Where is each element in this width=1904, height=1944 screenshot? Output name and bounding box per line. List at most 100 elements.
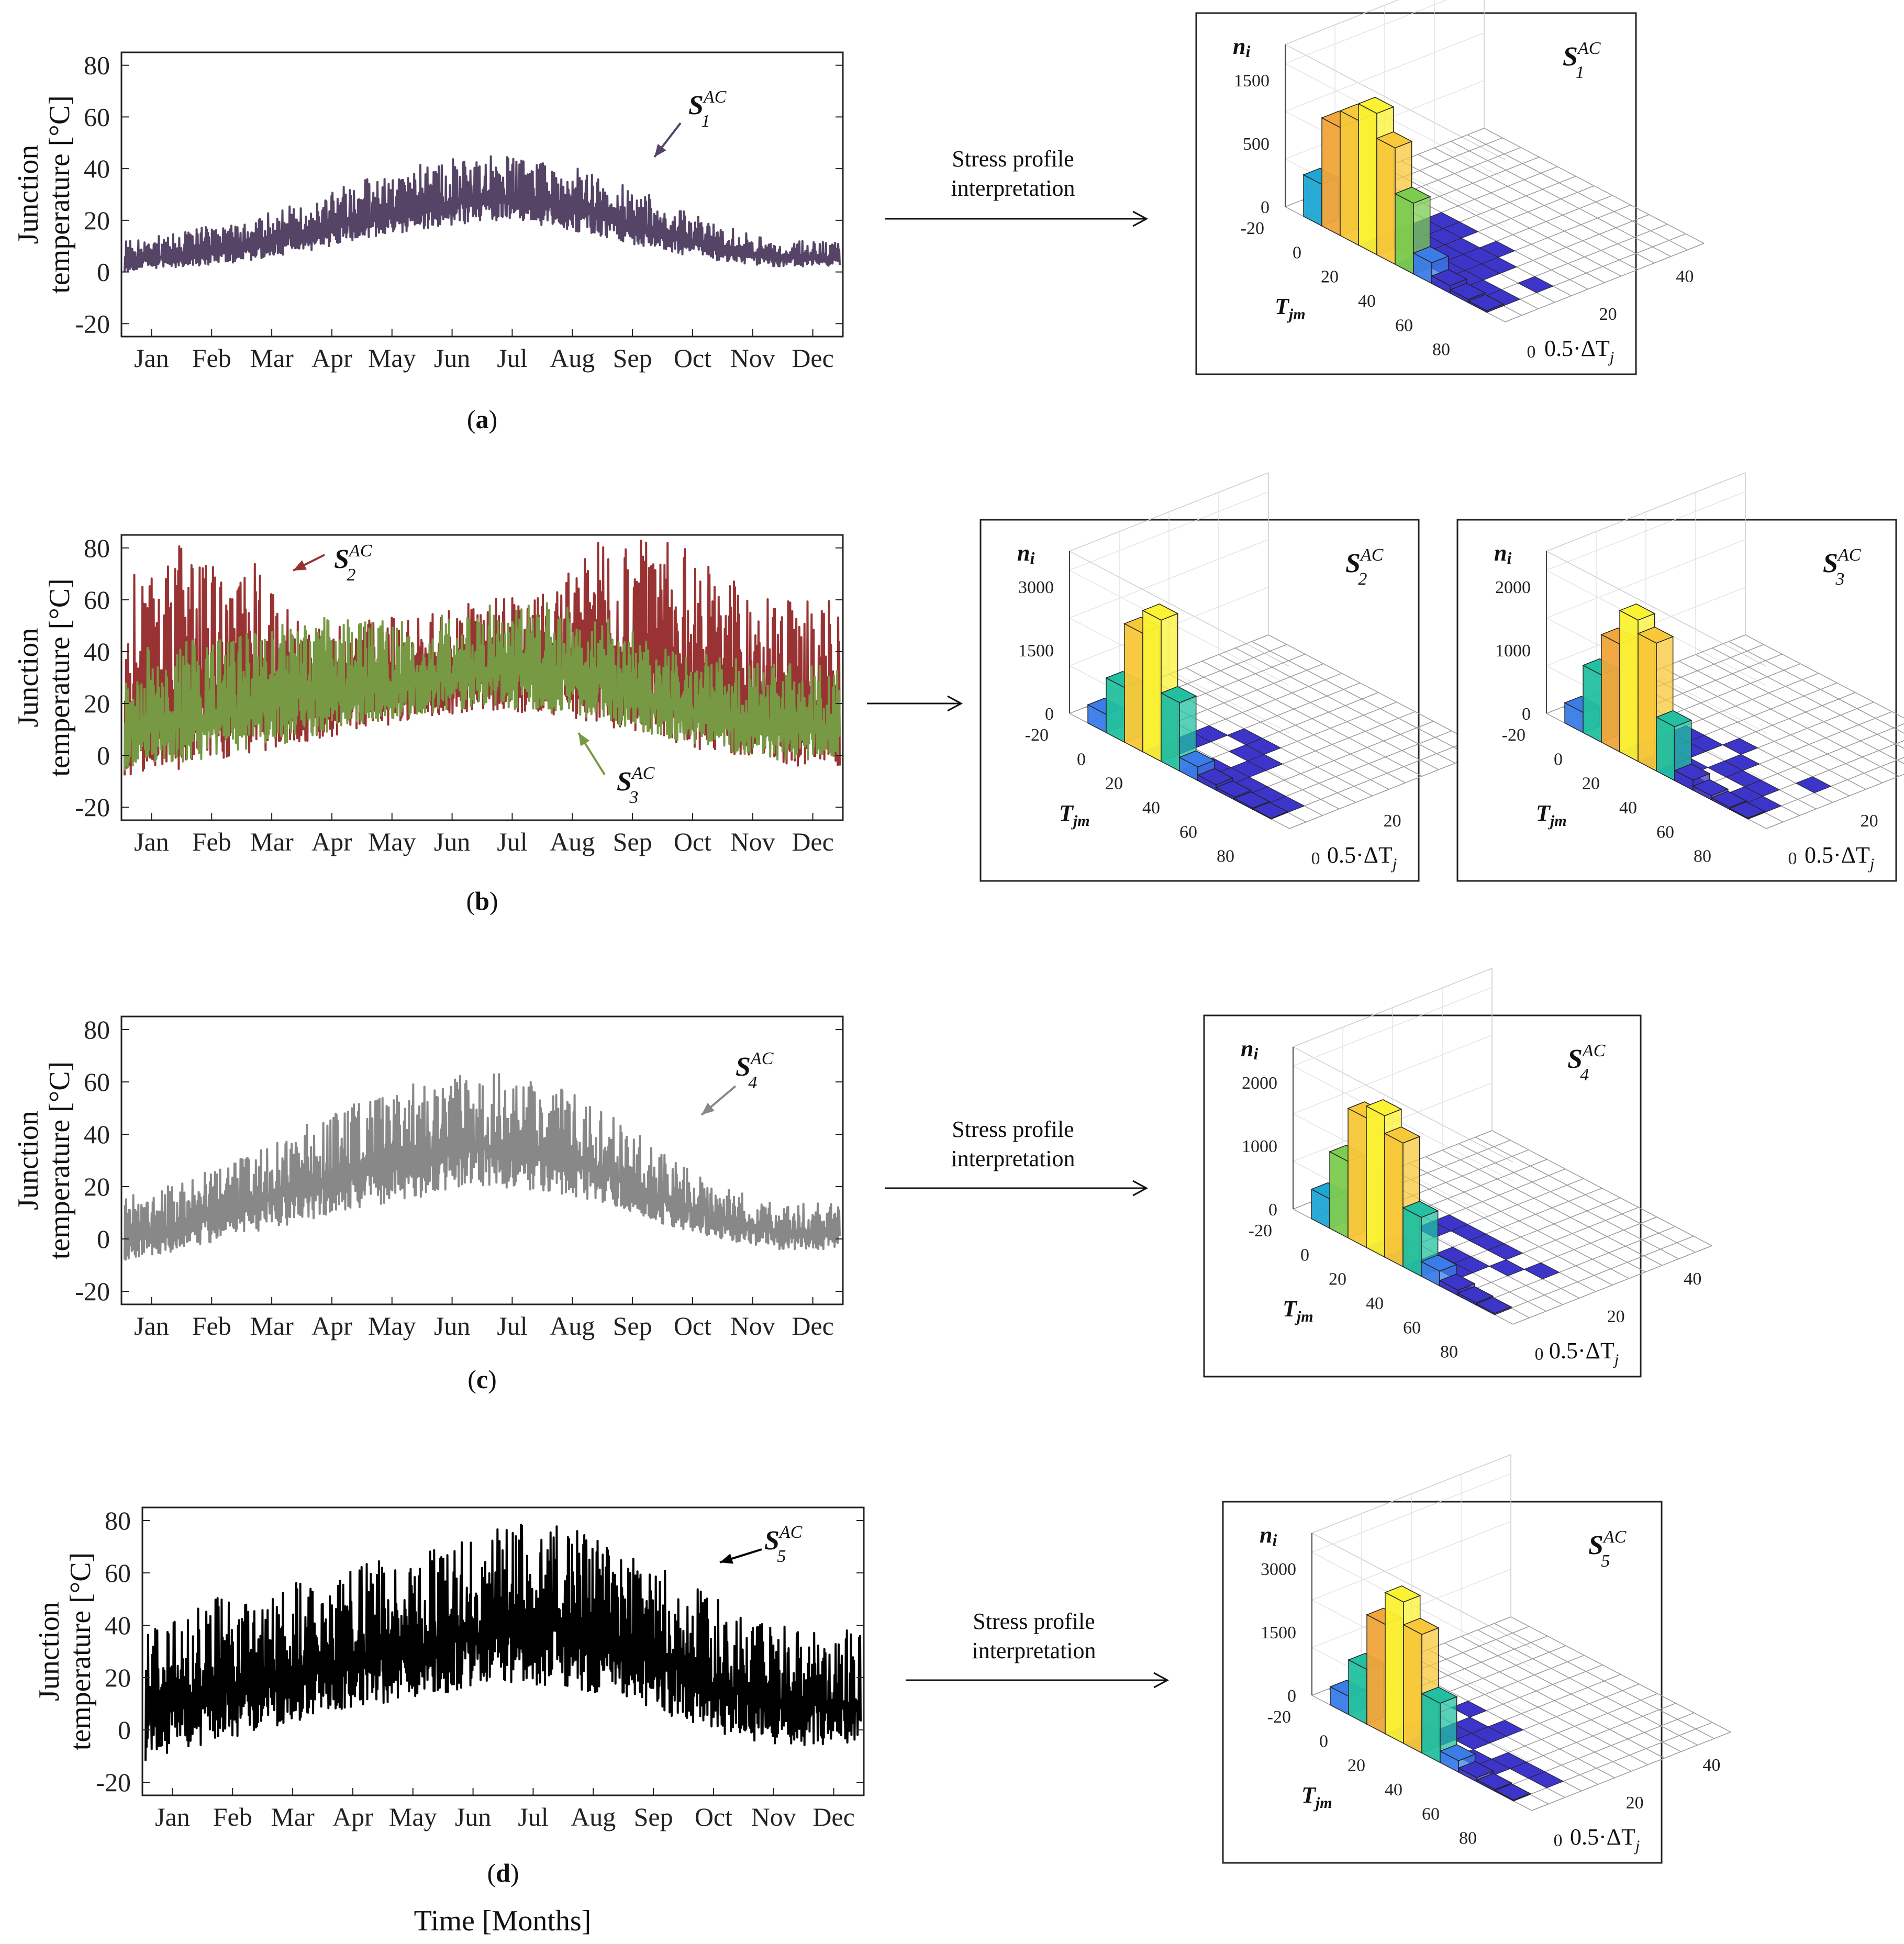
hist-base-grid [1662, 667, 1883, 784]
caption-part: ( [467, 1365, 476, 1394]
x-tick-label: Apr [311, 1311, 352, 1340]
hist-flat-cell [1795, 776, 1832, 794]
hist-y-tick-label: 0 [1788, 849, 1797, 868]
hist-base-grid [1185, 667, 1406, 784]
series-pointer-arrowhead [654, 143, 666, 157]
hist-bar-top [1729, 801, 1766, 819]
hist-x-tick-label: 40 [1619, 798, 1637, 818]
hist-x-main: T [1536, 800, 1551, 826]
hist-bar-top [1637, 627, 1674, 644]
hist-bar-front [1321, 117, 1341, 237]
y-tick-label: 80 [84, 1015, 110, 1044]
y-tick-label: 40 [84, 154, 110, 183]
y-tick-label: 0 [97, 258, 110, 287]
hist-flat-cell [1487, 1719, 1524, 1737]
hist-bar-top [1692, 779, 1729, 797]
hist-bar-top [1402, 1201, 1439, 1218]
series-label-S5AC-text: SAC 5 [764, 1523, 803, 1566]
hist-base-grid [1728, 641, 1904, 734]
hist-base-grid [1235, 647, 1456, 764]
hist-flat-cell [1442, 221, 1479, 239]
hist-x-axis-label: Tjm [1536, 800, 1567, 830]
hist-z-tick-label: 1500 [1234, 71, 1270, 91]
hist-x-tick-label: 0 [1554, 750, 1563, 769]
panel-b-hist-1-series-label-sub: 3 [1835, 569, 1844, 589]
x-tick-label: Jan [155, 1802, 190, 1831]
y-tick-label: 20 [84, 1172, 110, 1201]
hist-bar-top [1412, 246, 1450, 263]
series-label-S2AC-main: S [334, 544, 349, 574]
hist-y-main: 0.5·ΔT [1570, 1824, 1635, 1850]
hist-flat-cell [1517, 276, 1554, 293]
hist-y-sub: j [1868, 855, 1874, 873]
arrow-text-line1: Stress profile [973, 1608, 1095, 1634]
hist-bar-front [1340, 110, 1359, 246]
x-tick-label: May [368, 827, 416, 856]
hist-y-sub: j [1608, 349, 1614, 366]
hist-flat-cell [1451, 1701, 1487, 1718]
hist-x-tick-label: 60 [1403, 1318, 1421, 1337]
x-tick-label: Jan [134, 827, 169, 856]
hist-z-sub: i [1253, 1044, 1258, 1063]
hist-z-axis-label: ni [1241, 1036, 1258, 1063]
y-axis-label-line1: Junction [12, 628, 44, 728]
y-tick-label: 20 [84, 206, 110, 235]
x-tick-label: Jul [497, 1311, 527, 1340]
plot-frame [120, 51, 844, 338]
panel-b-hist-0-series-label-text: SAC 2 [1345, 545, 1384, 589]
x-tick-label: Jun [434, 343, 470, 373]
hist-z-tick-label: 2000 [1495, 578, 1531, 597]
x-tick-label: Apr [332, 1802, 373, 1831]
hist-z-main: n [1494, 540, 1507, 566]
hist-base-grid [1401, 160, 1622, 277]
hist-x-sub: jm [1295, 1308, 1313, 1325]
y-tick-label: -20 [75, 309, 110, 338]
hist-x-tick-label: 0 [1300, 1245, 1309, 1265]
panel-a-hist-0: 1500 500 0 -20 0 20 40 60 80 0 20 40 ni Tjm 0.5·ΔTj [1195, 0, 1705, 375]
panel-d-hist-0-series-label-sup: AC [1602, 1527, 1627, 1547]
hist-y-sub: j [1390, 855, 1397, 873]
x-tick-label: Oct [695, 1802, 732, 1831]
series-label-S3AC-text: SAC 3 [617, 764, 655, 807]
hist-z-sub: i [1507, 549, 1511, 567]
y-tick-label: -20 [96, 1768, 131, 1797]
y-tick-label: -20 [75, 792, 110, 822]
x-tick-label: Mar [250, 1311, 294, 1340]
panel-b-hist-1-series-label-sup: AC [1837, 545, 1861, 565]
hist-bar-front [1403, 1624, 1422, 1754]
y-axis-label-line1: Junction [33, 1602, 65, 1701]
x-tick-label: Dec [792, 827, 834, 856]
hist-base-grid [1392, 1169, 1613, 1286]
series-label-S1AC: SAC 1 [688, 87, 727, 131]
hist-x-tick-label: -20 [1267, 1707, 1291, 1727]
hist-y-tick-label: 20 [1599, 305, 1617, 324]
hist-x-tick-label: 20 [1105, 774, 1123, 794]
x-tick-label: May [368, 343, 416, 373]
hist-base-grid [1477, 1629, 1698, 1746]
hist-bar-top [1357, 97, 1395, 114]
hist-x-tick-label: 0 [1077, 750, 1086, 769]
hist-bar-top [1655, 710, 1693, 728]
hist-x-tick-label: -20 [1241, 219, 1264, 238]
panel-a-hist-0-series-label-text: SAC 1 [1563, 39, 1601, 82]
hist-x-tick-label: -20 [1025, 725, 1049, 745]
hist-bar-front [1329, 1151, 1349, 1239]
panel-b-hist-0-series-label-sup: AC [1360, 545, 1384, 565]
x-tick-label: Feb [192, 343, 231, 373]
hist-bar-top [1252, 801, 1289, 819]
hist-bar-top [1476, 1773, 1513, 1790]
arrow-text-line1: Stress profile [952, 146, 1074, 172]
x-tick-label: Nov [730, 1311, 775, 1340]
x-tick-label: Mar [250, 343, 294, 373]
series-label-S2AC-text: SAC 2 [334, 541, 372, 585]
plot-frame [120, 534, 844, 821]
hist-bar-top [1178, 750, 1216, 768]
hist-bar-front [1106, 677, 1125, 743]
panel-caption: (a) [467, 405, 497, 434]
hist-base-grid [1444, 1643, 1665, 1759]
hist-z-main: n [1241, 1036, 1253, 1062]
x-tick-label: Oct [674, 343, 711, 373]
y-axis-label-line2: temperature [°C] [43, 95, 76, 293]
